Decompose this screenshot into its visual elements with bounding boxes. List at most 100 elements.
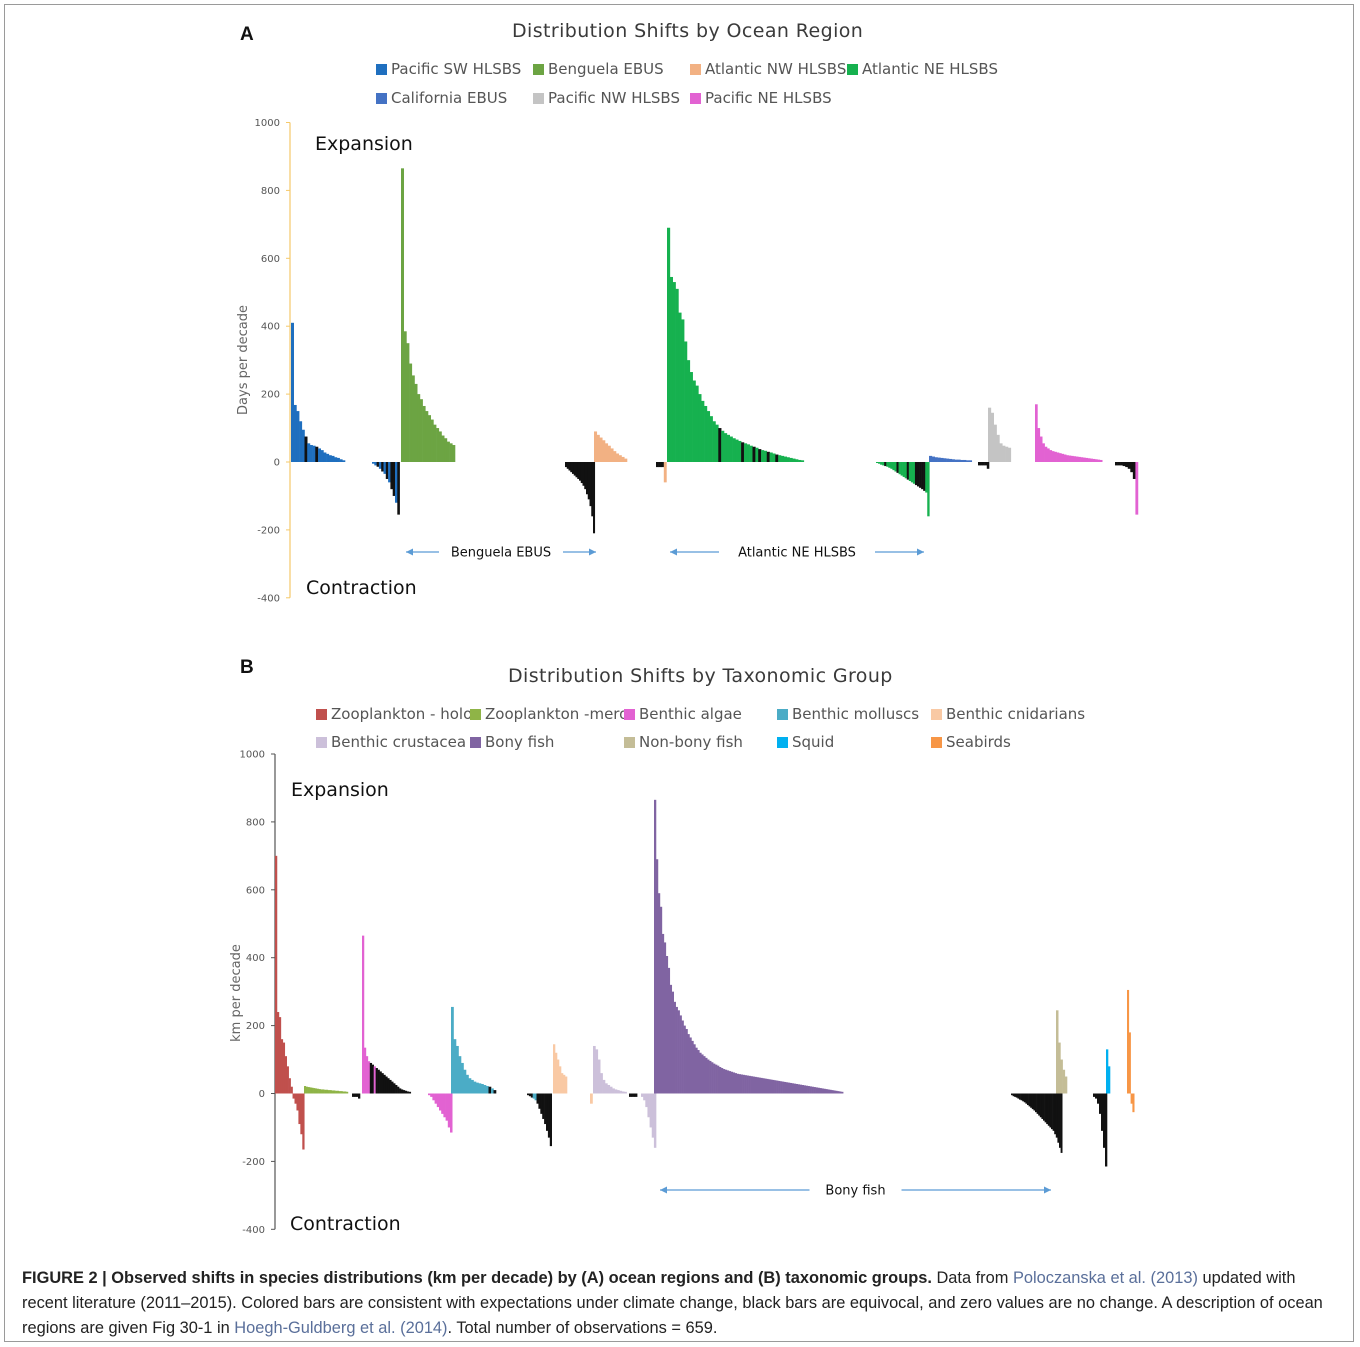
legend-item-atlantic-nw-hlsbs: Atlantic NW HLSBS (690, 60, 846, 78)
bar (654, 799, 657, 1094)
y-tick-label: 0 (259, 1089, 265, 1100)
bar (758, 1077, 761, 1094)
bar (827, 1089, 830, 1094)
bar (446, 441, 450, 462)
bar (948, 458, 953, 462)
bar (1063, 454, 1067, 462)
bar-group-bony-fish (654, 799, 844, 1094)
bar (937, 457, 941, 462)
bar (390, 462, 393, 490)
bar (430, 1093, 433, 1097)
figure-caption: FIGURE 2 | Observed shifts in species di… (22, 1266, 1340, 1341)
bar (675, 288, 679, 462)
bar (354, 1093, 357, 1097)
bar (819, 1088, 822, 1094)
bar (589, 462, 592, 507)
bar (385, 462, 389, 479)
legend-label: Atlantic NW HLSBS (705, 60, 847, 78)
bar (762, 1078, 765, 1094)
bar (663, 942, 667, 1094)
bar (1031, 1093, 1034, 1110)
legend-label: Seabirds (946, 733, 1011, 751)
bar (718, 428, 722, 462)
bar (730, 1071, 734, 1094)
range-arrow-bony-fish: Bony fish (660, 1184, 1051, 1199)
bar (923, 462, 926, 491)
bar (1087, 458, 1091, 462)
bar (286, 1066, 289, 1094)
bar (1044, 446, 1048, 462)
bar (1095, 1093, 1098, 1099)
caption-text-3: . Total number of observations = 659. (447, 1319, 718, 1337)
bar (292, 1093, 295, 1099)
bar (698, 394, 702, 462)
bar (450, 1093, 453, 1133)
bar (791, 1083, 795, 1094)
bar (555, 1052, 558, 1094)
bar (605, 1083, 608, 1094)
bar (369, 1062, 373, 1094)
bar (738, 440, 742, 462)
legend-item-non-bony-fish: Non-bony fish (624, 733, 743, 751)
panel-a-chart: -400 -200 0 200 400 600 800 1000 Days per decade… (236, 118, 1139, 604)
bar (772, 1079, 775, 1094)
bar (624, 458, 628, 462)
bar (491, 1088, 494, 1094)
legend-label: Bony fish (485, 733, 555, 751)
contraction-label: Contraction (306, 577, 417, 599)
bar (784, 1081, 787, 1094)
bar (678, 312, 682, 462)
bar (880, 462, 883, 465)
bar (706, 411, 711, 462)
bar (291, 322, 294, 462)
bar (471, 1079, 474, 1094)
legend-label: Atlantic NE HLSBS (862, 60, 998, 78)
bar-group-squid (1106, 1049, 1111, 1094)
bar (389, 1079, 392, 1094)
bar-group-atlantic-nw-hlsbs (656, 462, 667, 483)
bar (393, 1083, 396, 1094)
caption-text-2: updated with recent literature (2011–201… (22, 1269, 1323, 1337)
bar (651, 1093, 655, 1138)
legend-swatch (470, 736, 481, 748)
bar (1022, 1093, 1025, 1102)
legend-item-zooplankton-mero: Zooplankton -mero (470, 705, 628, 723)
bar (1060, 1093, 1063, 1153)
y-tick-label: 200 (246, 1021, 265, 1032)
bar (565, 462, 568, 468)
bar (750, 1076, 753, 1094)
bar (679, 1015, 682, 1094)
bar (1099, 1093, 1102, 1114)
bar (968, 460, 973, 462)
bar (595, 1049, 599, 1094)
bar (434, 1093, 438, 1104)
bar (328, 455, 332, 462)
bar (582, 462, 585, 486)
caption-ref-1[interactable]: Poloczanska et al. (2013) (1012, 1269, 1198, 1287)
bar (619, 1090, 623, 1094)
y-tick-label: -200 (242, 1157, 265, 1168)
bar (296, 1093, 299, 1111)
bar (1054, 1093, 1057, 1135)
caption-ref-2[interactable]: Hoegh-Guldberg et al. (2014) (234, 1319, 448, 1337)
bar (573, 462, 576, 476)
bar (280, 1039, 284, 1094)
bar (425, 411, 429, 462)
bar (445, 1093, 449, 1121)
bar (800, 460, 805, 462)
bar (1071, 455, 1074, 462)
legend-swatch (624, 736, 635, 748)
bar (691, 1040, 694, 1094)
y-tick-label: -400 (242, 1225, 265, 1236)
bar (699, 1052, 702, 1094)
bar (770, 1079, 773, 1094)
bar (890, 462, 893, 469)
bar (456, 1045, 459, 1094)
bar (607, 445, 611, 462)
bar (996, 434, 1000, 462)
bar (927, 462, 930, 517)
bar (797, 1084, 801, 1094)
legend-swatch (931, 708, 942, 720)
bar (1128, 1032, 1131, 1094)
legend-label: Benthic crustacea (331, 733, 467, 751)
